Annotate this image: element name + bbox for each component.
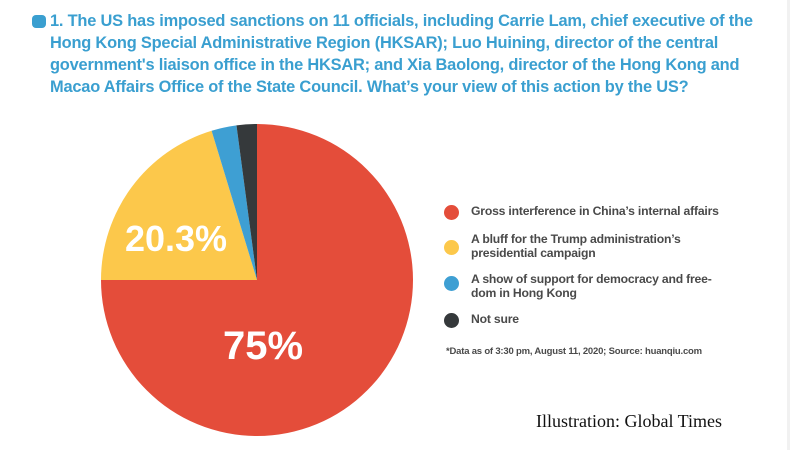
yellow-dot-icon [444,240,459,255]
legend: Gross interference in China’s internal a… [444,204,764,340]
slice-label-yellow: 20.3% [125,218,227,259]
legend-item-gross-interference: Gross interference in China’s internal a… [444,204,764,220]
question-bullet-icon [32,15,46,28]
slice-bluff [101,130,257,280]
slice-show-of-support [211,125,257,280]
slice-not-sure [236,124,257,280]
illustration-credit: Illustration: Global Times [536,411,723,431]
slice-label-red: 75% [223,324,303,368]
divider [787,0,790,450]
dark-dot-icon [444,313,459,328]
pie-slices [101,124,413,436]
legend-item-not-sure: Not sure [444,312,764,328]
footnote: *Data as of 3:30 pm, August 11, 2020; So… [446,346,702,357]
red-dot-icon [444,205,459,220]
question-text: 1. The US has imposed sanctions on 11 of… [50,12,753,96]
legend-item-show-of-support: A show of support for democracy and free… [444,272,764,300]
survey-question: 1. The US has imposed sanctions on 11 of… [32,10,770,98]
legend-item-bluff: A bluff for the Trump administration’s pr… [444,232,764,260]
blue-dot-icon [444,276,459,291]
